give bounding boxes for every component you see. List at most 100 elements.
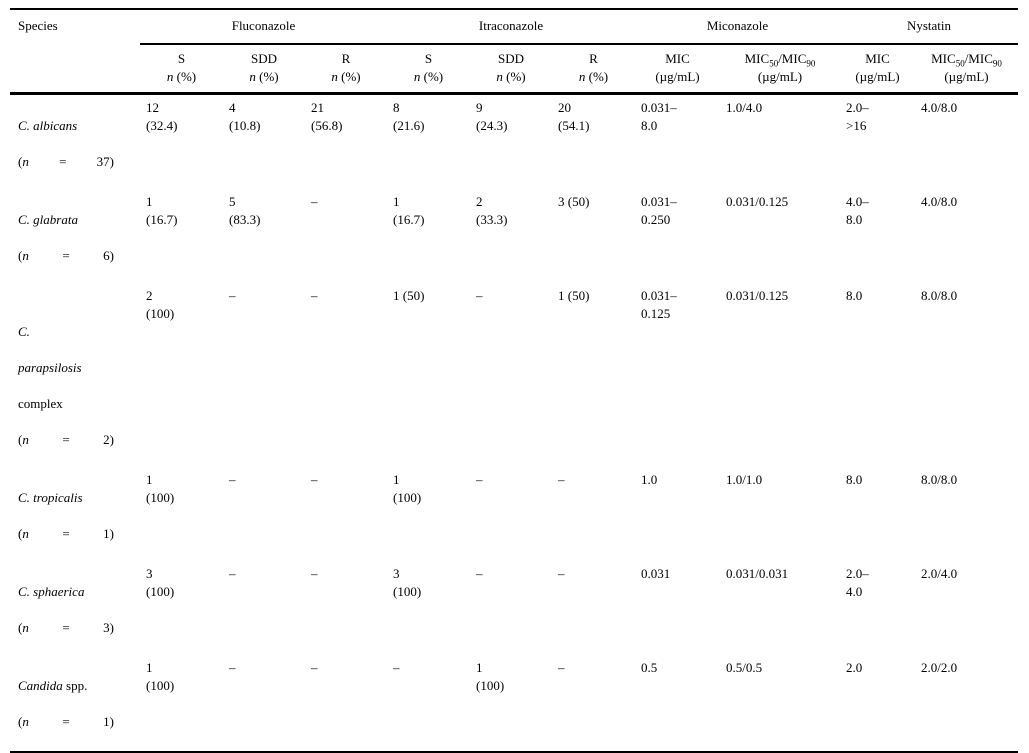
species-cell: C. sphaerica (n = 3) (10, 563, 140, 657)
cell-miconazole-mic50-mic90: 1.0/4.0 (726, 100, 763, 115)
species-cell: C. parapsilosis complex (n = 2) (10, 285, 140, 469)
cell-fluconazole-s: 1 (100) (146, 660, 175, 693)
cell-itraconazole-s: 1 (50) (393, 288, 425, 303)
header-group-row: Species Fluconazole Itraconazole Miconaz… (10, 10, 1018, 45)
column-header-nystatin-mic: MIC (µg/mL) (855, 51, 900, 84)
table-row: Candida spp. (n = 1) 1 (100) – – – 1 (10… (10, 657, 1018, 751)
cell-miconazole-mic50-mic90: 0.031/0.125 (726, 194, 789, 209)
cell-itraconazole-r: 1 (50) (558, 288, 590, 303)
cell-fluconazole-sdd: 4 (10.8) (229, 100, 261, 133)
column-header-itraconazole-s: S n (%) (413, 51, 444, 84)
species-name: C. albicans (18, 118, 78, 133)
cell-itraconazole-sdd: 2 (33.3) (476, 194, 508, 227)
cell-nystatin-mic: 8.0 (846, 288, 863, 303)
species-name: C. glabrata (18, 212, 78, 227)
cell-fluconazole-r: – (311, 660, 318, 675)
cell-fluconazole-sdd: 5 (83.3) (229, 194, 261, 227)
cell-itraconazole-s: 1 (16.7) (393, 194, 425, 227)
cell-nystatin-mic: 2.0– >16 (846, 100, 869, 133)
cell-nystatin-mic50-mic90: 2.0/4.0 (921, 566, 958, 581)
cell-fluconazole-sdd: – (229, 472, 236, 487)
column-header-fluconazole-s: S n (%) (166, 51, 197, 84)
table-body: C. albicans (n = 37) 12 (32.4) 4 (10.8) … (10, 95, 1018, 751)
column-header-fluconazole-r: R n (%) (331, 51, 361, 84)
cell-fluconazole-r: – (311, 194, 318, 209)
species-count: (n = 37) (18, 154, 114, 169)
table-row: C. sphaerica (n = 3) 3 (100) – – 3 (100)… (10, 563, 1018, 657)
species-name: C. sphaerica (18, 584, 85, 599)
cell-miconazole-mic: 0.031– 0.250 (641, 194, 677, 227)
cell-nystatin-mic: 8.0 (846, 472, 863, 487)
cell-itraconazole-r: – (558, 472, 565, 487)
cell-miconazole-mic50-mic90: 1.0/1.0 (726, 472, 763, 487)
cell-fluconazole-sdd: – (229, 660, 236, 675)
species-name: Candida spp. (18, 678, 88, 693)
cell-itraconazole-sdd: – (476, 288, 483, 303)
cell-fluconazole-s: 1 (16.7) (146, 194, 178, 227)
cell-miconazole-mic50-mic90: 0.031/0.125 (726, 288, 789, 303)
column-header-itraconazole-sdd: SDD n (%) (496, 51, 526, 84)
cell-fluconazole-sdd: – (229, 566, 236, 581)
column-group-miconazole: Miconazole (635, 10, 840, 45)
species-cell: C. glabrata (n = 6) (10, 191, 140, 285)
column-header-miconazole-mic: MIC (µg/mL) (655, 51, 700, 84)
cell-fluconazole-sdd: – (229, 288, 236, 303)
cell-miconazole-mic: 0.031– 0.125 (641, 288, 677, 321)
cell-fluconazole-s: 1 (100) (146, 472, 175, 505)
cell-miconazole-mic: 1.0 (641, 472, 658, 487)
cell-itraconazole-s: 1 (100) (393, 472, 422, 505)
column-header-fluconazole-sdd: SDD n (%) (249, 51, 279, 84)
cell-fluconazole-r: – (311, 566, 318, 581)
species-count: (n = 3) (18, 620, 114, 635)
cell-miconazole-mic50-mic90: 0.031/0.031 (726, 566, 789, 581)
species-count: (n = 6) (18, 248, 114, 263)
cell-nystatin-mic50-mic90: 8.0/8.0 (921, 472, 958, 487)
cell-nystatin-mic: 2.0 (846, 660, 863, 675)
cell-nystatin-mic: 2.0– 4.0 (846, 566, 869, 599)
page: { "header": { "species_label": "Species"… (10, 8, 1018, 753)
cell-fluconazole-r: 21 (56.8) (311, 100, 343, 133)
cell-fluconazole-s: 2 (100) (146, 288, 175, 321)
table-row: C. tropicalis (n = 1) 1 (100) – – 1 (100… (10, 469, 1018, 563)
cell-nystatin-mic50-mic90: 2.0/2.0 (921, 660, 958, 675)
column-header-itraconazole-r: R n (%) (578, 51, 609, 84)
cell-itraconazole-r: 3 (50) (558, 194, 590, 209)
cell-fluconazole-r: – (311, 472, 318, 487)
column-header-nystatin-mic50-mic90: MIC50/MIC90 (µg/mL) (931, 51, 1002, 84)
cell-itraconazole-s: – (393, 660, 400, 675)
species-count: (n = 1) (18, 714, 114, 729)
species-cell: C. tropicalis (n = 1) (10, 469, 140, 563)
cell-miconazole-mic: 0.5 (641, 660, 658, 675)
cell-nystatin-mic: 4.0– 8.0 (846, 194, 869, 227)
column-header-miconazole-mic50-mic90: MIC50/MIC90 (µg/mL) (744, 51, 816, 84)
cell-itraconazole-sdd: – (476, 472, 483, 487)
cell-miconazole-mic50-mic90: 0.5/0.5 (726, 660, 763, 675)
cell-miconazole-mic: 0.031– 8.0 (641, 100, 677, 133)
susceptibility-table: Species Fluconazole Itraconazole Miconaz… (10, 8, 1018, 753)
table-row: C. parapsilosis complex (n = 2) 2 (100) … (10, 285, 1018, 469)
cell-fluconazole-s: 3 (100) (146, 566, 175, 599)
cell-itraconazole-sdd: 9 (24.3) (476, 100, 508, 133)
header-subcolumn-row: S n (%) SDD n (%) R n (%) S n (%) SDD n … (10, 45, 1018, 95)
cell-nystatin-mic50-mic90: 4.0/8.0 (921, 194, 958, 209)
cell-nystatin-mic50-mic90: 8.0/8.0 (921, 288, 958, 303)
cell-itraconazole-sdd: 1 (100) (476, 660, 505, 693)
table-row: C. glabrata (n = 6) 1 (16.7) 5 (83.3) – … (10, 191, 1018, 285)
species-name: C. parapsilosis complex (18, 324, 82, 411)
column-group-itraconazole: Itraconazole (387, 10, 635, 45)
header-spacer (10, 45, 140, 92)
cell-itraconazole-s: 3 (100) (393, 566, 422, 599)
species-cell: C. albicans (n = 37) (10, 97, 140, 191)
species-count: (n = 1) (18, 526, 114, 541)
column-group-nystatin: Nystatin (840, 10, 1018, 45)
cell-itraconazole-s: 8 (21.6) (393, 100, 425, 133)
table-row: C. albicans (n = 37) 12 (32.4) 4 (10.8) … (10, 97, 1018, 191)
species-cell: Candida spp. (n = 1) (10, 657, 140, 751)
cell-fluconazole-s: 12 (32.4) (146, 100, 178, 133)
column-header-species: Species (18, 18, 58, 33)
cell-itraconazole-r: 20 (54.1) (558, 100, 590, 133)
cell-itraconazole-r: – (558, 660, 565, 675)
column-group-fluconazole: Fluconazole (140, 10, 387, 45)
cell-fluconazole-r: – (311, 288, 318, 303)
cell-miconazole-mic: 0.031 (641, 566, 671, 581)
